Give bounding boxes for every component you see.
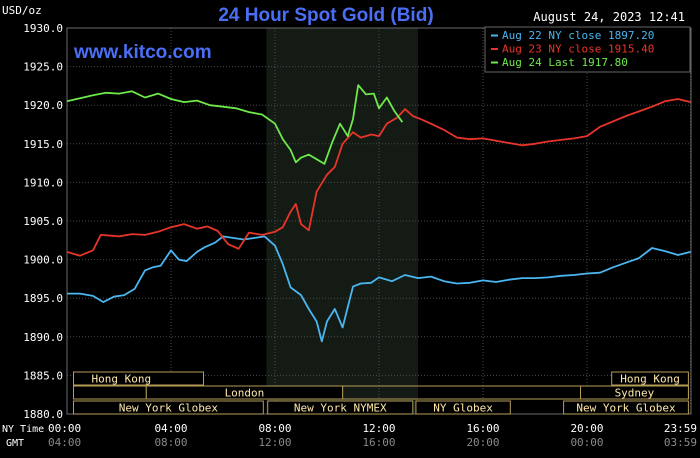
x-tick-label-gmt: 20:00 bbox=[466, 436, 499, 449]
session-box bbox=[611, 371, 689, 386]
chart-title: 24 Hour Spot Gold (Bid) bbox=[218, 5, 433, 26]
y-tick-label: 1915.0 bbox=[23, 138, 63, 151]
x-tick-label-ny: 20:00 bbox=[570, 422, 603, 435]
x-tick-label-gmt: 08:00 bbox=[154, 436, 187, 449]
session-label: Sydney bbox=[615, 387, 655, 400]
x-axis: 00:0004:0004:0008:0008:0012:0012:0016:00… bbox=[48, 422, 697, 449]
x-tick-label-ny: 00:00 bbox=[48, 422, 81, 435]
y-tick-label: 1920.0 bbox=[23, 99, 63, 112]
series-line-1 bbox=[66, 98, 691, 257]
session-label: London bbox=[225, 387, 265, 400]
session-label: Hong Kong bbox=[92, 373, 152, 386]
x-tick-label-gmt: 00:00 bbox=[570, 436, 603, 449]
x-tick-label-ny: 23:59 bbox=[664, 422, 697, 435]
y-tick-label: 1930.0 bbox=[23, 22, 63, 35]
session-box bbox=[73, 400, 264, 415]
session-box bbox=[415, 400, 511, 415]
session-box bbox=[73, 371, 204, 386]
x-tick-label-gmt: 16:00 bbox=[362, 436, 395, 449]
legend-entry: Aug 24 Last 1917.80 bbox=[502, 56, 628, 69]
legend-box bbox=[484, 26, 691, 73]
series-line-0 bbox=[67, 235, 691, 343]
website-watermark: www.kitco.com bbox=[73, 42, 212, 63]
y-tick-label: 1900.0 bbox=[23, 254, 63, 267]
y-tick-label: 1890.0 bbox=[23, 331, 63, 344]
session-label: New York NYMEX bbox=[294, 402, 387, 415]
session-label: Hong Kong bbox=[620, 373, 680, 386]
series-line-2 bbox=[66, 84, 404, 165]
unit-label: USD/oz bbox=[2, 4, 42, 17]
legend-entry: Aug 23 NY close 1915.40 bbox=[502, 43, 654, 56]
x-tick-label-gmt: 12:00 bbox=[258, 436, 291, 449]
x-tick-label-gmt: 04:00 bbox=[48, 436, 81, 449]
nymex-shade bbox=[266, 28, 418, 414]
nymex-shade-layer bbox=[266, 28, 418, 414]
x-tick-label-ny: 16:00 bbox=[466, 422, 499, 435]
y-axis: 1880.0 1885.0 1890.0 1895.0 1900.0 1905.0 1910… bbox=[23, 22, 63, 421]
x-tick-label-ny: 08:00 bbox=[258, 422, 291, 435]
y-tick-label: 1885.0 bbox=[23, 369, 63, 382]
session-label: New York Globex bbox=[576, 402, 676, 415]
y-tick-label: 1925.0 bbox=[23, 61, 63, 74]
session-bars: Hong Kong Hong Kong London Sydney New York G… bbox=[73, 371, 689, 415]
x-axis-label-gmt: GMT bbox=[6, 438, 24, 449]
legend-entry: Aug 22 NY close 1897.20 bbox=[502, 29, 654, 42]
session-box bbox=[145, 385, 344, 400]
session-box bbox=[563, 400, 689, 415]
y-tick-label: 1895.0 bbox=[23, 292, 63, 305]
session-label: New York Globex bbox=[119, 402, 219, 415]
y-tick-label: 1905.0 bbox=[23, 215, 63, 228]
session-box bbox=[580, 385, 689, 400]
x-axis-label-ny: NY Time bbox=[2, 424, 44, 435]
y-tick-label: 1910.0 bbox=[23, 176, 63, 189]
x-tick-label-ny: 04:00 bbox=[154, 422, 187, 435]
x-tick-label-gmt: 03:59 bbox=[664, 436, 697, 449]
timestamp: August 24, 2023 12:41 bbox=[533, 10, 685, 24]
session-box bbox=[267, 400, 414, 415]
series-layer bbox=[66, 84, 691, 343]
y-tick-label: 1880.0 bbox=[23, 408, 63, 421]
session-label: NY Globex bbox=[433, 402, 493, 415]
x-tick-label-ny: 12:00 bbox=[362, 422, 395, 435]
